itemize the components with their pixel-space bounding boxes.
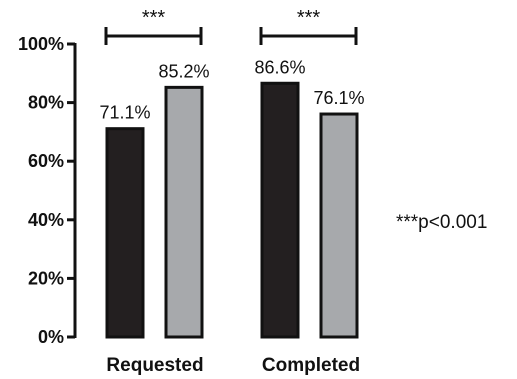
category-label: Requested [106, 355, 203, 376]
y-tick-label: 0% [38, 327, 64, 347]
y-tick-label: 60% [28, 151, 64, 171]
bar-requested-2 [164, 85, 204, 339]
labels: 71.1% 86.6% 85.2% 76.1% Requested Completed **… [99, 7, 364, 376]
data-label: 86.6% [254, 57, 305, 77]
y-tick-label: 20% [28, 268, 64, 288]
data-label: 76.1% [313, 88, 364, 108]
data-label: 71.1% [99, 103, 150, 123]
y-tick-label: 100% [18, 34, 64, 54]
y-tick-label: 80% [28, 93, 64, 113]
bar-completed-1 [260, 81, 300, 339]
bars [105, 81, 359, 339]
data-label: 85.2% [158, 61, 209, 81]
significance-stars: *** [142, 7, 166, 29]
y-tick-label: 40% [28, 210, 64, 230]
bar-requested-1 [105, 127, 145, 339]
significance-stars: *** [297, 7, 321, 29]
bar-completed-2 [319, 112, 359, 339]
y-axis: 0% 20% 40% 60% 80% 100% [18, 34, 77, 347]
significance-note: ***p<0.001 [396, 212, 487, 233]
category-label: Completed [262, 355, 360, 376]
